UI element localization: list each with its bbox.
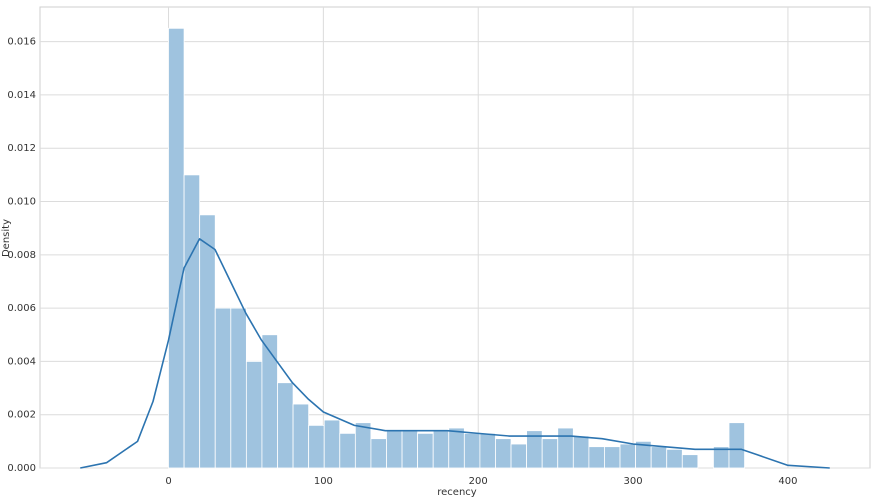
bar <box>495 438 512 469</box>
bar <box>619 443 636 469</box>
x-tick-label: 300 <box>624 476 643 487</box>
bar <box>277 382 294 469</box>
bar <box>557 427 574 469</box>
plot-area <box>39 6 871 469</box>
bar <box>604 446 621 469</box>
y-tick-label: 0.012 <box>7 143 36 154</box>
bar <box>728 422 745 469</box>
x-tick-label: 0 <box>165 476 171 487</box>
x-axis-label: recency <box>437 487 477 498</box>
bar <box>168 27 185 469</box>
bar <box>214 307 232 469</box>
bar <box>463 432 481 469</box>
x-tick-label: 400 <box>778 476 797 487</box>
bar <box>401 430 419 469</box>
bar <box>681 454 699 469</box>
bar <box>510 443 528 469</box>
y-tick-label: 0.016 <box>7 37 36 48</box>
bar <box>292 403 310 469</box>
bar <box>199 214 216 469</box>
y-tick-label: 0.010 <box>7 197 36 208</box>
y-tick-label: 0.006 <box>7 303 36 314</box>
x-tick-label: 100 <box>314 476 333 487</box>
bar <box>245 361 263 469</box>
bar <box>370 438 387 469</box>
x-tick-label: 200 <box>469 476 488 487</box>
bar <box>541 438 559 469</box>
bar <box>432 430 450 469</box>
bar <box>354 422 372 469</box>
bar <box>650 446 668 469</box>
y-tick-label: 0.004 <box>7 356 36 367</box>
bar <box>386 430 403 469</box>
y-tick-label: 0.008 <box>7 250 36 261</box>
bar <box>308 424 325 469</box>
kde-line <box>80 238 830 469</box>
y-tick-label: 0.000 <box>7 463 36 474</box>
bar <box>323 419 341 469</box>
y-axis-label: Density <box>1 219 12 257</box>
bar <box>666 448 683 469</box>
bar <box>417 432 434 469</box>
bar <box>588 446 605 469</box>
bar <box>339 432 356 469</box>
y-tick-label: 0.002 <box>7 410 36 421</box>
bar <box>572 435 590 469</box>
bar <box>183 174 201 469</box>
bar <box>230 307 247 469</box>
y-tick-label: 0.014 <box>7 90 36 101</box>
bar <box>261 334 278 469</box>
bar <box>448 427 465 469</box>
bar <box>479 432 496 469</box>
